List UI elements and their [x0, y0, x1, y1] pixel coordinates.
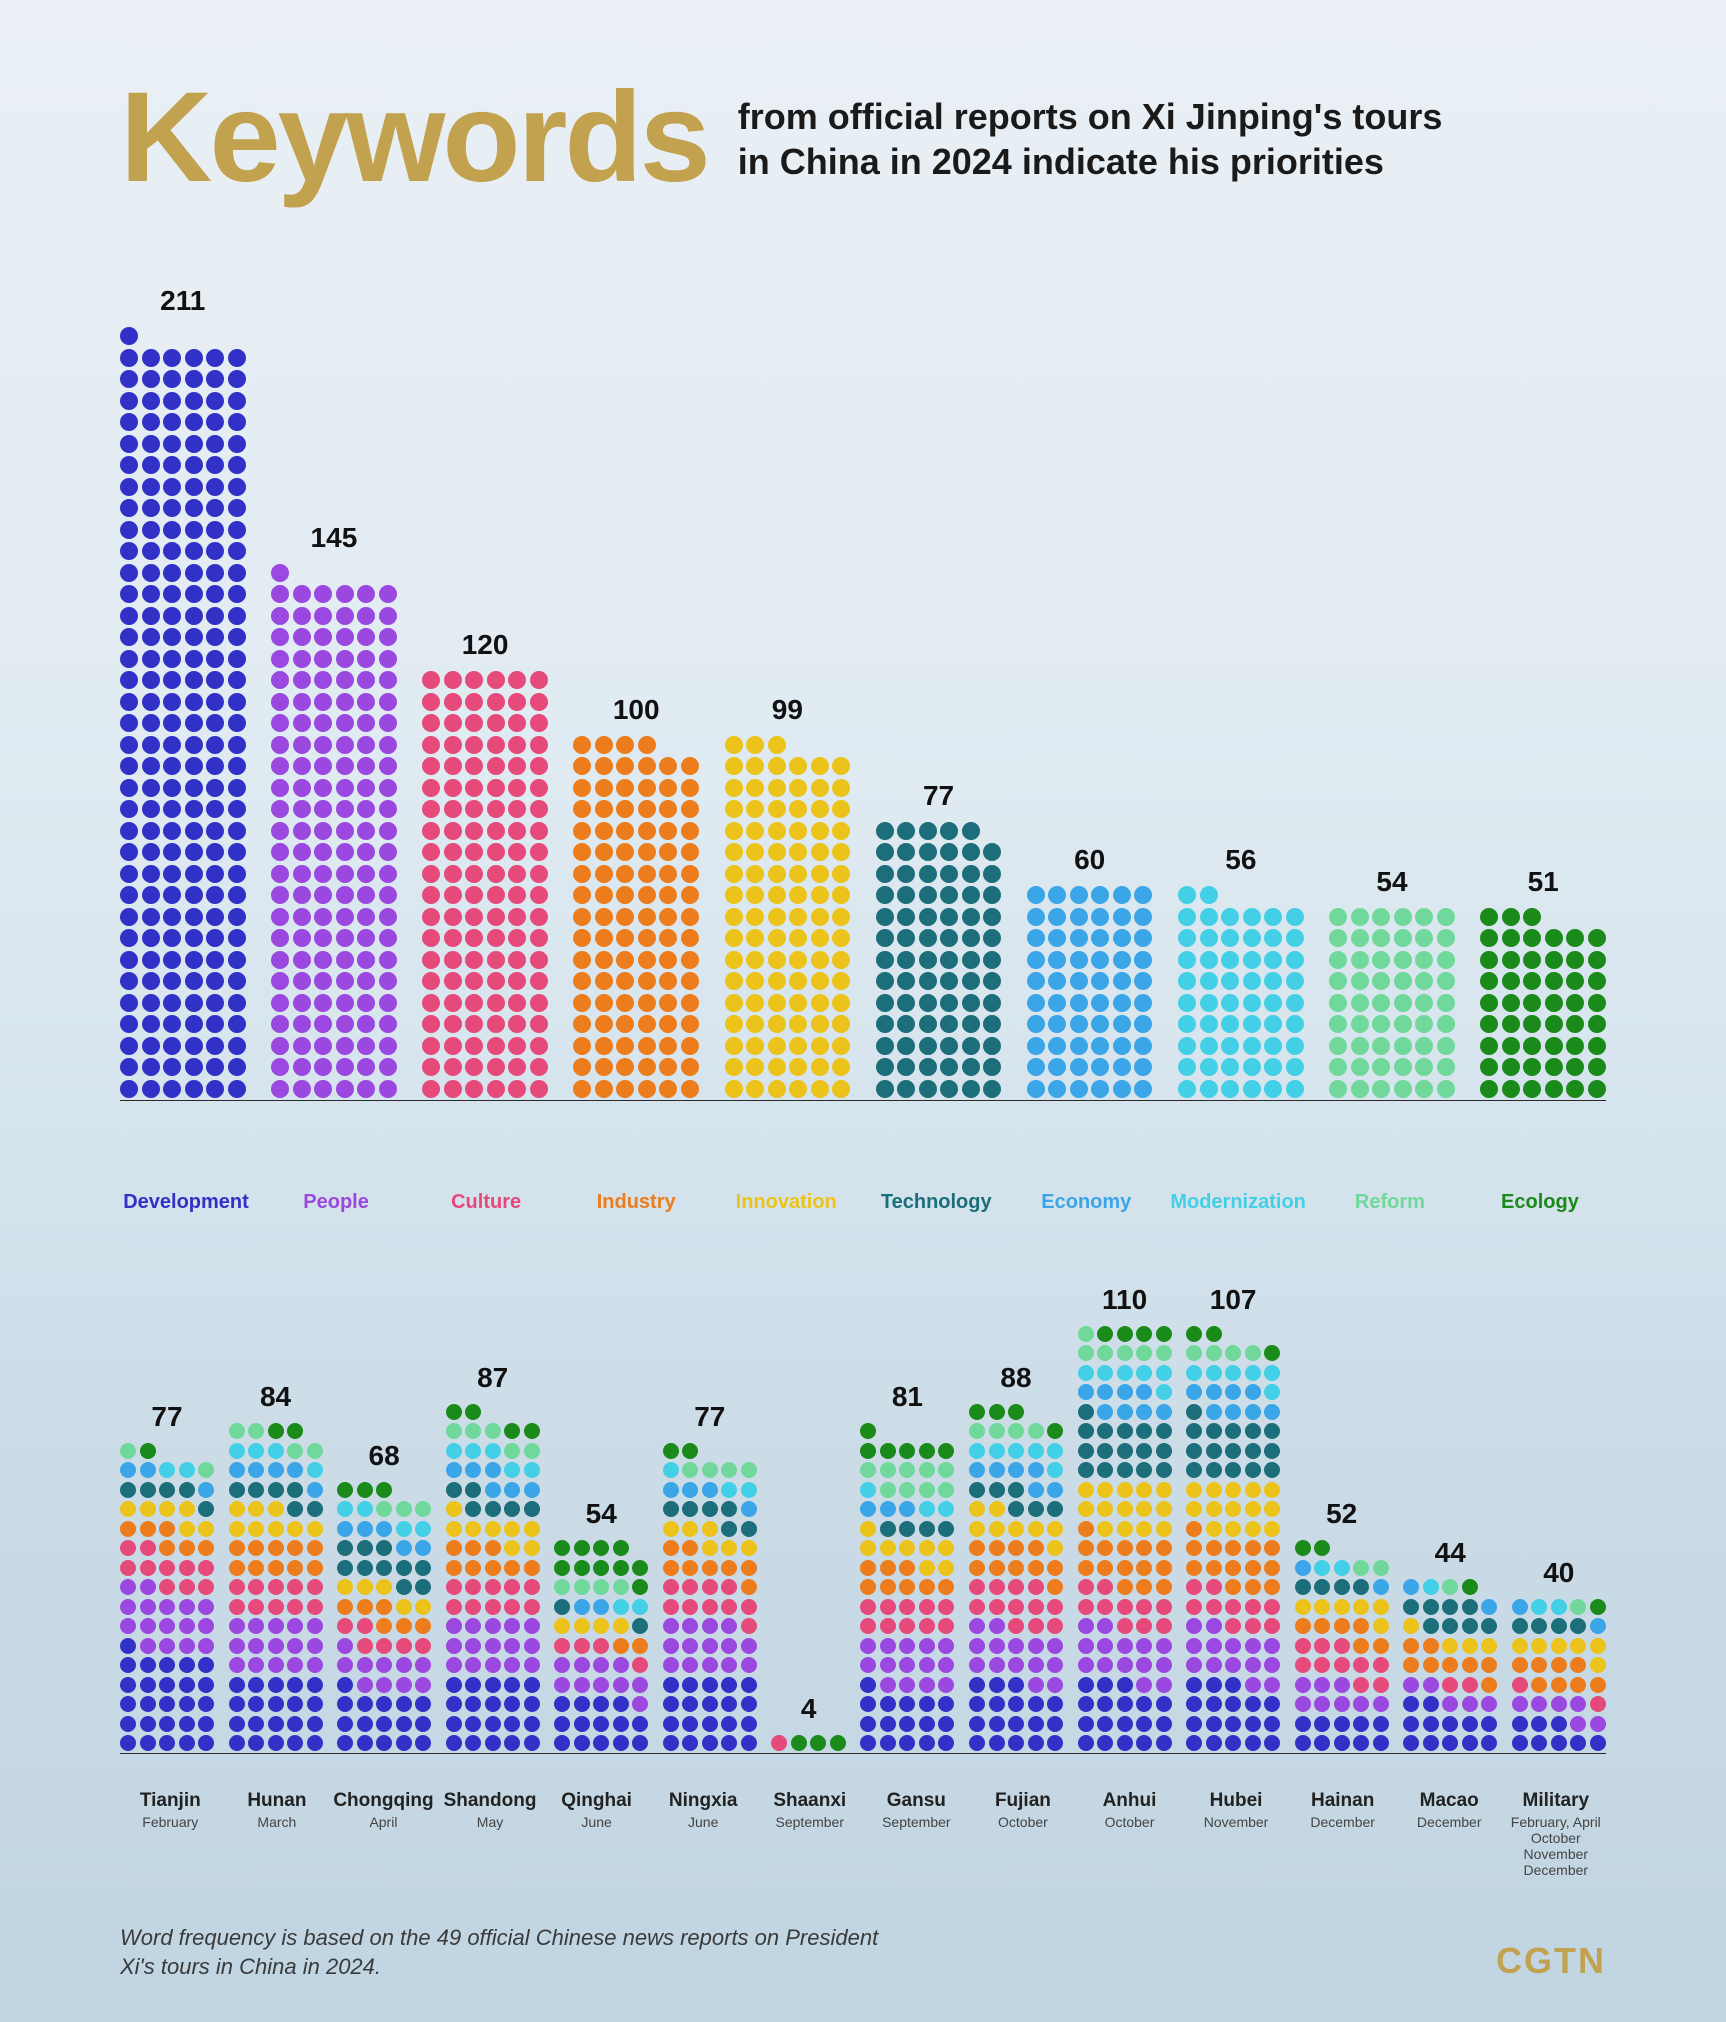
header: Keywords from official reports on Xi Jin… [120, 80, 1606, 195]
keyword-column: 211 [120, 285, 246, 1098]
column-value: 84 [260, 1381, 291, 1413]
location-column: 44 [1403, 1537, 1497, 1751]
location-column: 84 [229, 1381, 323, 1751]
column-value: 81 [892, 1381, 923, 1413]
location-label: QinghaiJune [546, 1790, 647, 1878]
location-label: MilitaryFebruary, April October November… [1506, 1790, 1607, 1878]
column-value: 120 [462, 629, 509, 661]
location-column: 107 [1186, 1284, 1280, 1752]
keyword-label: Economy [1020, 1191, 1152, 1214]
column-value: 110 [1102, 1284, 1147, 1316]
location-column: 87 [446, 1362, 540, 1752]
column-value: 54 [1376, 866, 1407, 898]
location-label: HunanMarch [227, 1790, 328, 1878]
keyword-label: Culture [420, 1191, 552, 1214]
subtitle: from official reports on Xi Jinping's to… [738, 80, 1458, 184]
logo: CGTN [1496, 1940, 1606, 1982]
keyword-column: 77 [876, 780, 1002, 1098]
location-column: 81 [860, 1381, 954, 1751]
keyword-column: 51 [1480, 866, 1606, 1098]
location-column: 77 [120, 1401, 214, 1752]
title: Keywords [120, 80, 708, 195]
location-label: MacaoDecember [1399, 1790, 1500, 1878]
keyword-column: 145 [271, 522, 397, 1098]
location-label: HainanDecember [1292, 1790, 1393, 1878]
column-value: 40 [1543, 1557, 1574, 1589]
keyword-label: Innovation [720, 1191, 852, 1214]
column-value: 88 [1000, 1362, 1031, 1394]
location-column: 52 [1295, 1498, 1389, 1751]
location-column: 110 [1078, 1284, 1172, 1752]
column-value: 44 [1435, 1537, 1466, 1569]
column-value: 99 [772, 694, 803, 726]
location-label: AnhuiOctober [1079, 1790, 1180, 1878]
column-value: 60 [1074, 844, 1105, 876]
location-column: 88 [969, 1362, 1063, 1752]
keywords-chart: 211 145 120 100 99 77 60 56 54 51 [120, 285, 1606, 1101]
footer: Word frequency is based on the 49 offici… [120, 1923, 1606, 1982]
column-value: 100 [613, 694, 660, 726]
keyword-column: 60 [1027, 844, 1153, 1098]
column-value: 68 [369, 1440, 400, 1472]
keyword-label: Technology [870, 1191, 1002, 1214]
keyword-column: 120 [422, 629, 548, 1098]
location-label: GansuSeptember [866, 1790, 967, 1878]
keywords-axis-labels: Development People Culture Industry Innovati… [120, 1191, 1606, 1214]
column-value: 107 [1210, 1284, 1257, 1316]
location-label: NingxiaJune [653, 1790, 754, 1878]
keyword-column: 56 [1178, 844, 1304, 1098]
column-value: 77 [151, 1401, 182, 1433]
location-label: FujianOctober [973, 1790, 1074, 1878]
location-column: 4 [771, 1693, 846, 1751]
column-value: 211 [160, 285, 205, 317]
location-column: 40 [1512, 1557, 1606, 1752]
keyword-column: 100 [573, 694, 699, 1098]
column-value: 4 [801, 1693, 817, 1725]
location-label: TianjinFebruary [120, 1790, 221, 1878]
column-value: 87 [477, 1362, 508, 1394]
column-value: 54 [586, 1498, 617, 1530]
location-column: 68 [337, 1440, 431, 1752]
location-column: 77 [663, 1401, 757, 1752]
column-value: 56 [1225, 844, 1256, 876]
column-value: 52 [1326, 1498, 1357, 1530]
keyword-column: 54 [1329, 866, 1455, 1098]
column-value: 77 [694, 1401, 725, 1433]
footnote: Word frequency is based on the 49 offici… [120, 1923, 900, 1982]
column-value: 51 [1528, 866, 1559, 898]
locations-axis-labels: TianjinFebruaryHunanMarchChongqingAprilS… [120, 1790, 1606, 1878]
location-label: ShandongMay [440, 1790, 541, 1878]
column-value: 145 [311, 522, 358, 554]
keyword-label: Development [120, 1191, 252, 1214]
keyword-label: Ecology [1474, 1191, 1606, 1214]
location-label: ChongqingApril [333, 1790, 434, 1878]
location-label: HubeiNovember [1186, 1790, 1287, 1878]
keyword-label: People [270, 1191, 402, 1214]
keyword-label: Reform [1324, 1191, 1456, 1214]
location-label: ShaanxiSeptember [759, 1790, 860, 1878]
keyword-column: 99 [725, 694, 851, 1098]
column-value: 77 [923, 780, 954, 812]
keyword-label: Industry [570, 1191, 702, 1214]
keyword-label: Modernization [1170, 1191, 1306, 1214]
location-column: 54 [554, 1498, 648, 1751]
locations-chart: 77 84 68 87 54 77 4 81 88 110 107 52 44 40 [120, 1284, 1606, 1755]
